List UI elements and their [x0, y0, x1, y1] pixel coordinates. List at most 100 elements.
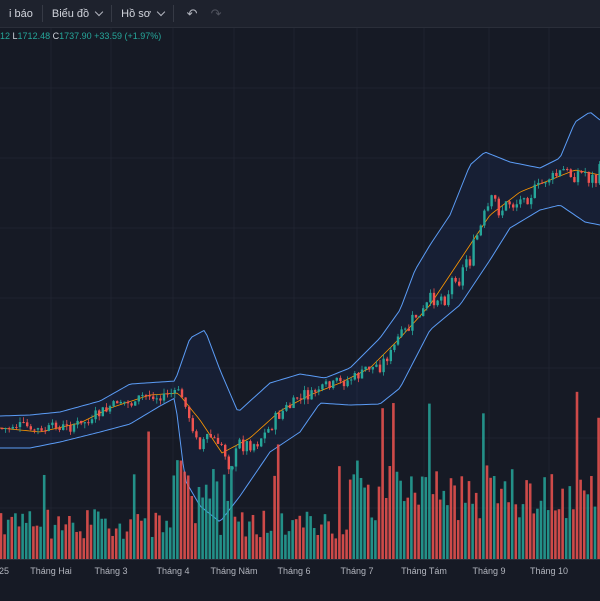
candle-body [159, 398, 162, 401]
volume-bar [244, 536, 248, 559]
volume-bar [302, 527, 305, 559]
volume-bar [89, 524, 93, 559]
candle-body [299, 398, 302, 400]
candle-body [404, 328, 407, 330]
candle-body [314, 390, 317, 392]
toolbar-divider [41, 5, 43, 22]
volume-bar [212, 469, 215, 559]
candle-body [558, 170, 562, 176]
candle-body [191, 418, 194, 432]
x-tick-label: Tháng 9 [472, 566, 506, 576]
price-chart[interactable] [0, 28, 600, 559]
candle-body [234, 448, 238, 467]
x-tick-label: Tháng Tám [401, 566, 447, 576]
candle-body [458, 281, 461, 286]
volume-bar [557, 509, 561, 559]
candle-body [220, 443, 223, 445]
volume-bar [183, 471, 186, 559]
candle-body [51, 422, 54, 426]
candle-body [130, 403, 133, 406]
volume-bar [489, 477, 492, 559]
candle-body [267, 428, 270, 433]
candle-body [468, 259, 472, 266]
chart-grid [0, 28, 600, 559]
candle-body [540, 182, 544, 184]
candle-body [141, 394, 144, 396]
candle-body [346, 380, 349, 387]
volume-bar [125, 531, 129, 559]
candle-body [454, 277, 457, 282]
candle-body [69, 425, 72, 432]
x-tick-label: Tháng 7 [340, 566, 374, 576]
candle-body [310, 390, 313, 400]
volume-bar [46, 509, 50, 559]
volume-bar [467, 481, 471, 559]
candle-body [90, 419, 94, 424]
volume-bar [28, 511, 32, 559]
volume-bar [579, 479, 582, 559]
redo-icon[interactable]: ↷ [210, 5, 222, 21]
volume-bar [194, 523, 197, 559]
candle-body [490, 195, 493, 207]
candle-body [76, 420, 79, 425]
candle-body [519, 199, 522, 205]
candle-body [450, 277, 454, 295]
volume-bar [60, 530, 64, 559]
candle-body [260, 438, 263, 447]
candle-body [256, 444, 259, 447]
candle-body [123, 401, 126, 403]
volume-bar [521, 504, 525, 559]
volume-bar [492, 476, 496, 559]
candle-body [94, 410, 97, 420]
volume-bar [68, 515, 71, 559]
candle-body [137, 395, 140, 402]
volume-bar [341, 534, 345, 559]
volume-bars [0, 391, 600, 559]
chart-menu-button[interactable]: Biểu đồ [43, 0, 111, 27]
x-tick-label: Tháng 10 [529, 566, 569, 576]
volume-bar [417, 504, 420, 559]
volume-bar [309, 516, 312, 559]
candle-body [292, 397, 295, 409]
candle-body [576, 171, 580, 183]
candle-body [566, 168, 569, 170]
volume-bar [456, 520, 460, 559]
time-axis: 25 Tháng Hai Tháng 3 Tháng 4 Tháng Năm T… [0, 559, 600, 601]
candle-body [407, 328, 410, 331]
candle-body [324, 381, 328, 385]
candle-body [29, 426, 32, 430]
undo-icon[interactable]: ↶ [186, 5, 198, 21]
candle-body [364, 366, 367, 370]
candle-body [58, 427, 61, 430]
volume-bar [500, 488, 503, 559]
candle-body [80, 420, 83, 424]
candle-body [436, 300, 439, 306]
volume-bar [111, 535, 114, 559]
volume-bar [197, 487, 201, 559]
candle-body [332, 380, 335, 389]
candle-body [555, 172, 558, 176]
candle-body [429, 292, 432, 303]
candle-body [54, 422, 58, 428]
volume-bar [6, 519, 10, 559]
candle-body [544, 182, 547, 184]
volume-bar [413, 492, 417, 559]
candle-body [360, 369, 364, 379]
chevron-down-icon [94, 7, 104, 16]
volume-bar [575, 391, 579, 559]
alerts-button[interactable]: i báo [0, 0, 42, 27]
volume-bar [305, 511, 309, 559]
volume-bar [323, 514, 327, 559]
volume-bar [35, 525, 39, 559]
volume-bar [388, 466, 392, 559]
volume-bar [154, 512, 158, 559]
volume-bar [446, 505, 449, 559]
candle-body [400, 329, 403, 337]
bollinger-lower-band [0, 204, 600, 522]
profile-menu-button[interactable]: Hồ sơ [112, 0, 173, 27]
ohlc-low-value: 1712.48 [17, 31, 51, 41]
volume-bar [514, 504, 518, 559]
candle-body [72, 424, 76, 432]
candle-body [155, 398, 158, 400]
candle-body [562, 168, 565, 171]
